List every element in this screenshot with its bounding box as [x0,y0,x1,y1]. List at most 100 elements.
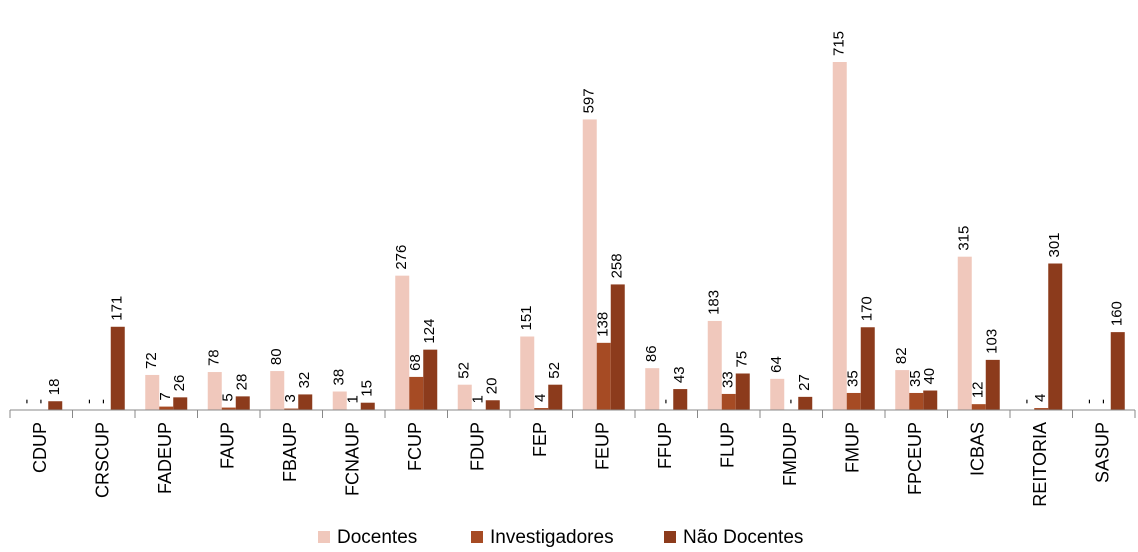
data-label: 4 [532,394,549,402]
data-label: 597 [581,88,598,113]
data-label: 52 [546,362,563,379]
data-label: 103 [984,329,1001,354]
bar [1048,263,1063,410]
bar [985,359,1000,410]
data-label: 72 [143,352,160,369]
x-tick-label: FCNAUP [343,422,363,496]
bar [485,400,500,410]
x-tick-label: REITORIA [1030,422,1050,507]
x-tick-label: FEUP [593,422,613,470]
bar [596,342,611,410]
data-label: 20 [484,378,501,395]
bar [145,374,160,410]
bar [721,393,736,410]
data-label: 1 [345,395,362,403]
legend-swatch [318,531,330,543]
x-tick-label: FDUP [468,422,488,471]
x-tick-label: CDUP [30,422,50,473]
data-label: 18 [46,379,63,396]
data-label: - [32,399,49,404]
data-label: - [1018,399,1035,404]
data-label: 7 [157,392,174,400]
bar [284,408,299,410]
data-label: - [657,399,674,404]
bar [534,408,549,410]
data-label: 75 [734,351,751,368]
bar [832,62,847,410]
data-label: 86 [643,345,660,362]
x-tick-label: FFUP [655,422,675,469]
data-label: 80 [268,348,285,365]
bar [957,256,972,410]
bar [48,401,63,410]
data-label: - [81,399,98,404]
bar [770,378,785,410]
data-label: 33 [720,371,737,388]
data-label: 301 [1046,232,1063,257]
legend-swatch [471,531,483,543]
bar [923,390,938,410]
data-label: 82 [893,347,910,364]
bar [645,368,660,410]
bar [860,327,875,410]
data-label: 64 [768,356,785,373]
bar [221,407,236,410]
bar [235,396,250,410]
data-label: - [1081,399,1098,404]
data-label: 138 [595,312,612,337]
bar [548,384,563,410]
data-label: 52 [456,362,473,379]
data-label: 124 [421,319,438,344]
bar [582,119,597,411]
data-label: 32 [296,372,313,389]
bar [798,396,813,410]
data-label: 183 [706,290,723,315]
bar [610,284,625,410]
data-label: 78 [206,349,223,366]
bar [332,391,347,410]
bar [173,397,188,410]
x-tick-label: FAUP [218,422,238,469]
x-tick-label: FLUP [718,422,738,468]
data-label: 15 [359,380,376,397]
data-label: - [95,399,112,404]
x-tick-label: FEP [530,422,550,457]
bar [1034,408,1049,410]
data-label: 276 [393,245,410,270]
bar [360,402,375,410]
bar [707,320,722,410]
data-label: 35 [845,370,862,387]
x-tick-label: FMDUP [780,422,800,486]
bar [846,392,861,410]
data-label: 27 [796,374,813,391]
bar [207,372,222,410]
data-label: 28 [234,374,251,391]
data-label: - [18,399,35,404]
bar [110,326,125,410]
data-label: 160 [1109,301,1126,326]
data-label: - [782,399,799,404]
legend-label: Não Docentes [683,527,803,548]
bar [909,392,924,410]
data-label: 40 [921,368,938,385]
bar [457,384,472,410]
bar [971,404,986,410]
bar [159,406,174,410]
bar [520,336,535,410]
data-label: 171 [109,296,126,321]
data-label: 3 [282,394,299,402]
data-label: 12 [970,381,987,398]
x-tick-label: SASUP [1093,422,1113,483]
data-label: 151 [518,305,535,330]
bar [895,370,910,410]
x-tick-label: CRSCUP [93,422,113,498]
x-tick-label: FPCEUP [905,422,925,495]
bar [270,371,285,410]
data-label: 43 [671,366,688,383]
data-label: 170 [859,296,876,321]
bar [409,376,424,410]
x-tick-label: ICBAS [968,422,988,476]
data-label: 35 [907,370,924,387]
legend-label: Docentes [337,527,417,548]
